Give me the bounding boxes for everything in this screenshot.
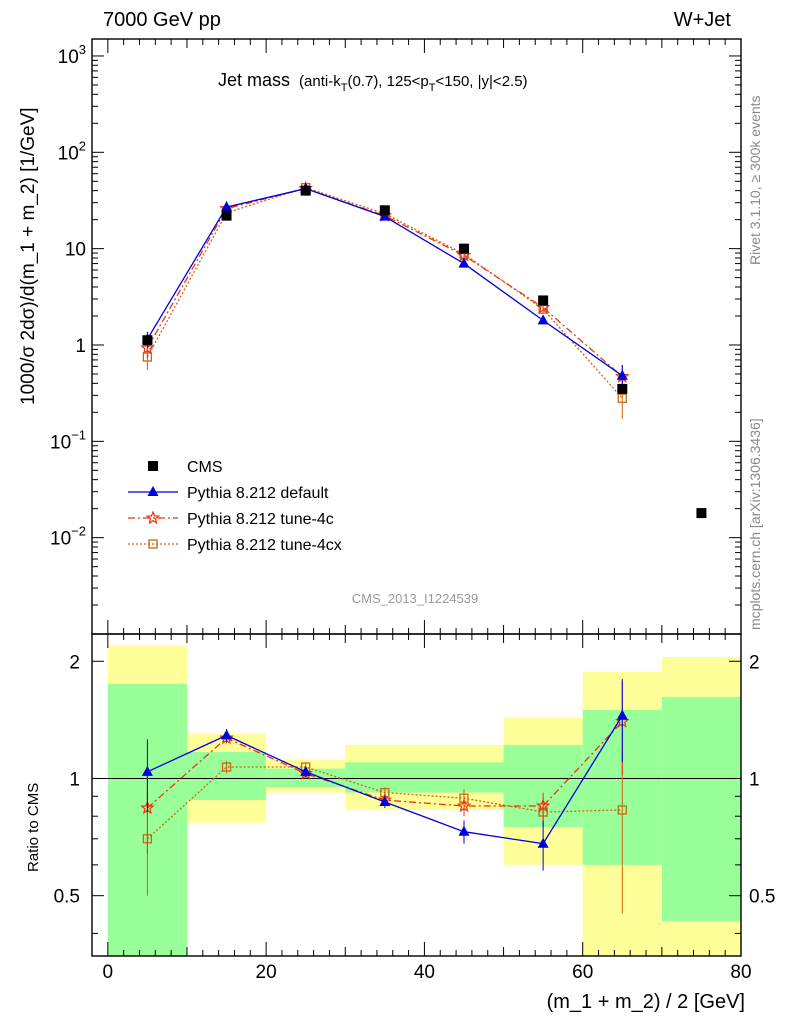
xtick-label-1: 20 [256,962,277,983]
ratio-point-0-1 [221,729,233,740]
legend-label-1: Pythia 8.212 default [187,485,329,502]
legend-item-2: Pythia 8.212 tune-4c [128,510,334,528]
ratio-point-2-6 [617,805,627,815]
ratio-band-inner-1 [186,751,267,801]
ratio-ytick-label-right-0: 2 [749,652,760,673]
legend-marker-3 [148,539,158,549]
legend-marker-0 [148,461,158,471]
legend-item-3: Pythia 8.212 tune-4cx [128,537,342,554]
main-ytick-label-5: 10−2 [50,524,86,550]
xtick-label-4: 80 [730,962,751,983]
legend-item-0: CMS [148,459,223,476]
main-y-axis-label: 1000/σ 2dσ)/d(m_1 + m_2) [1/GeV] [18,107,39,405]
ratio-y-axis-label: Ratio to CMS [25,783,42,872]
main-ytick-label-4: 10−1 [50,427,86,453]
legend-label-3: Pythia 8.212 tune-4cx [187,537,342,554]
ratio-band-inner-3 [345,762,504,793]
ratio-frame [91,633,742,957]
ratio-point-0-6 [616,709,628,720]
ratio-ytick-label-left-0: 2 [69,652,80,673]
ratio-point-2-1 [221,762,232,772]
plot-title-detail-a: (anti-k [299,73,341,90]
cms-point-1 [221,210,232,221]
legend-label-0: CMS [187,459,223,476]
rivet-label: Rivet 3.1.10, ≥ 300k events [747,95,763,265]
cms-point-4 [458,243,469,254]
main-point-1-3 [379,210,391,221]
ratio-ytick-label-left-1: 1 [69,769,80,790]
main-point-1-4 [458,257,470,268]
cms-point-0 [142,335,153,346]
ratio-point-1-5 [535,798,551,813]
xtick-label-0: 0 [103,962,114,983]
ratio-band-inner-6 [661,696,741,922]
plot-title: Jet mass (anti-kT(0.7), 125<pT<150, |y|<… [218,70,528,94]
ratio-ytick-label-left-2: 0.5 [54,887,80,908]
legend-marker-2 [145,510,161,525]
ratio-ytick-label-right-2: 0.5 [749,887,775,908]
xtick-label-3: 60 [572,962,593,983]
cms-point-3 [379,205,390,216]
ratio-point-0-2 [300,765,312,776]
ratio-point-0-5 [537,837,549,848]
x-axis-label: (m_1 + m_2) / 2 [GeV] [547,991,745,1013]
plot-title-detail-c: <150, |y|<2.5) [436,73,528,90]
main-ytick-label-1: 102 [58,138,86,164]
cms-point-6 [617,383,628,394]
legend-label-2: Pythia 8.212 tune-4c [187,511,334,528]
cms-point-2 [300,185,311,196]
header-right: W+Jet [674,9,732,31]
cms-point-5 [538,295,549,306]
ratio-point-0-3 [379,796,391,807]
main-point-1-1 [221,201,233,212]
main-point-2-5 [535,299,551,314]
main-ytick-label-0: 103 [58,42,86,68]
header-left: 7000 GeV pp [103,9,221,31]
main-series-layer [140,180,707,519]
legend-item-1: Pythia 8.212 default [128,485,329,502]
plot-title-sub2: T [429,82,436,94]
ratio-ytick-label-right-1: 1 [749,769,760,790]
plot-title-main: Jet mass [218,70,290,90]
ratio-series-0 [141,679,628,871]
main-point-3-6 [617,393,627,403]
main-point-2-0 [140,340,155,355]
xtick-label-2: 40 [414,962,435,983]
main-ytick-label-2: 10 [65,240,86,261]
ratio-point-1-4 [456,798,472,813]
main-ytick-label-3: 1 [75,336,86,357]
ratio-uncertainty-bands [107,645,741,956]
main-point-1-6 [616,369,628,380]
ratio-point-0-0 [141,765,153,776]
cms-point-7 [696,508,707,519]
legend: CMS Pythia 8.212 default Pythia 8.212 tune… [128,459,342,554]
analysis-id: CMS_2013_I1224539 [352,591,479,606]
plot-title-detail-b: (0.7), 125<p [347,73,428,90]
mcplots-label: mcplots.cern.ch [arXiv:1306.3436] [747,418,763,630]
main-point-1-5 [537,314,549,325]
legend-marker-1 [147,486,159,496]
plot-title-sub1: T [341,82,348,94]
ratio-point-0-4 [458,825,470,836]
main-series-cms [142,185,707,519]
ratio-series-layer [92,679,741,914]
